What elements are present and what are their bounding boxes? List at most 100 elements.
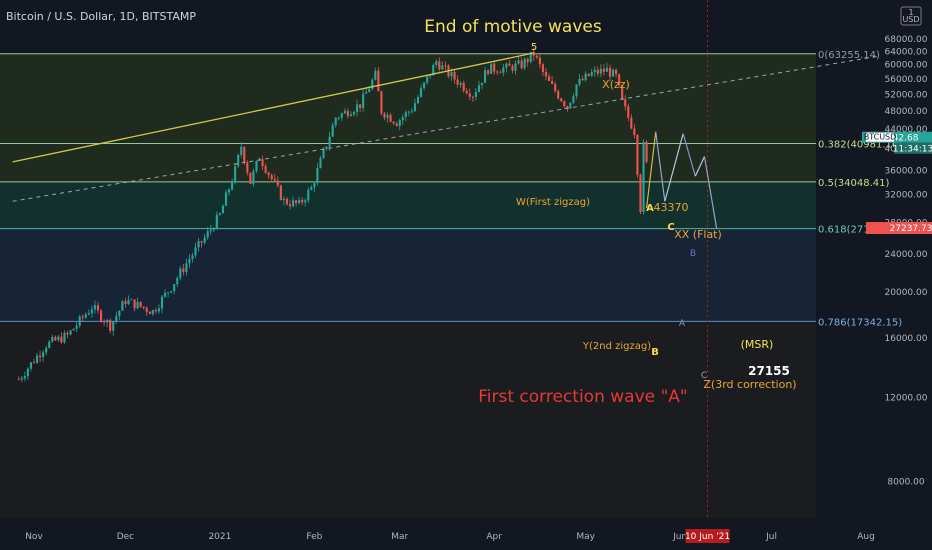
fib-label-0.5: 0.5(34048.41) (818, 178, 890, 189)
candle-body (474, 91, 477, 97)
current-price-tag[interactable] (862, 131, 932, 143)
candle-body (39, 355, 42, 358)
candle (316, 163, 319, 186)
candle-body (20, 378, 23, 380)
candle (276, 176, 279, 188)
candle-body (362, 93, 365, 108)
y-tick-label: 32000.00 (885, 191, 928, 201)
candle-body (517, 60, 520, 64)
x-tick-label: Nov (25, 532, 43, 542)
candle (465, 88, 468, 95)
candle (426, 76, 429, 85)
candle-body (499, 72, 502, 74)
candle-body (599, 68, 602, 74)
candle (404, 110, 407, 121)
candle (39, 350, 42, 363)
candle-body (605, 67, 609, 72)
candle-body (496, 71, 499, 73)
candle (188, 254, 191, 268)
candle (176, 276, 179, 287)
candle-body (148, 311, 151, 314)
date-marker-tag[interactable] (685, 529, 730, 543)
price-tag[interactable] (892, 222, 932, 235)
candle (587, 73, 590, 77)
candle (142, 306, 145, 310)
candle (621, 84, 624, 100)
candle-body (596, 69, 599, 74)
candle-body (319, 158, 322, 168)
candle-body (374, 70, 377, 80)
candle-body (541, 64, 545, 73)
candle (282, 195, 285, 206)
candle-body (398, 120, 401, 126)
candle-body (590, 72, 593, 76)
candle (611, 68, 615, 77)
candle-body (182, 268, 185, 272)
candle (66, 330, 69, 339)
y-tick-label: 12000.00 (885, 394, 928, 404)
candle (544, 67, 548, 81)
candle (413, 98, 417, 112)
annotation-w-first-zigzag: W(First zigzag) (516, 197, 590, 208)
candle-body (490, 63, 493, 74)
annotation-b-small: B (690, 249, 696, 259)
candle (243, 146, 246, 165)
candle (75, 322, 78, 333)
candle (255, 160, 258, 174)
candle-body (389, 114, 392, 122)
candle (602, 64, 605, 76)
candle (633, 124, 636, 139)
candle (191, 252, 194, 263)
candle-body (334, 117, 337, 126)
candle-body (551, 80, 554, 84)
candle (112, 320, 115, 336)
candle (252, 168, 255, 187)
x-tick-label: Aug (857, 532, 875, 542)
candle-body (115, 315, 118, 322)
candle (605, 62, 609, 72)
candle (127, 295, 130, 306)
x-tick-label: May (576, 532, 595, 542)
y-tick-label: 52000.00 (885, 90, 928, 100)
annotation-x-zz: X(zz) (602, 78, 630, 91)
candle (237, 153, 240, 168)
candle (63, 330, 66, 344)
countdown-tag (894, 142, 932, 154)
candle-body (157, 308, 161, 312)
candle-body (279, 185, 282, 200)
candle-body (526, 58, 529, 62)
currency-badge[interactable]: 1 USD (900, 6, 922, 26)
price-tag-pill (866, 222, 892, 235)
candle (624, 95, 627, 111)
candle-body (563, 101, 566, 107)
candle (508, 59, 511, 66)
candle-body (459, 82, 462, 85)
candle (103, 319, 106, 326)
candle (520, 57, 523, 70)
candle (87, 309, 90, 316)
candle-body (261, 159, 264, 166)
candle (60, 331, 63, 344)
candle (203, 233, 206, 245)
candle-body (145, 307, 148, 312)
annotation-b-label: B (651, 347, 659, 358)
candle (118, 310, 121, 321)
candle-body (365, 92, 368, 94)
candle (319, 155, 322, 169)
fib-zone-0382-05 (0, 143, 816, 182)
candle (35, 353, 39, 364)
candle (264, 163, 267, 175)
candle (371, 77, 374, 91)
candle (106, 318, 109, 328)
candle-body (298, 199, 301, 204)
candle-body (371, 79, 374, 89)
candle-body (508, 63, 511, 66)
candle (182, 263, 185, 276)
candle (477, 80, 481, 93)
candle (325, 146, 328, 151)
candle (261, 155, 264, 171)
fib-zone-0-0382 (0, 53, 816, 144)
y-tick-label: 68000.00 (885, 35, 928, 45)
candle-body (608, 67, 612, 77)
